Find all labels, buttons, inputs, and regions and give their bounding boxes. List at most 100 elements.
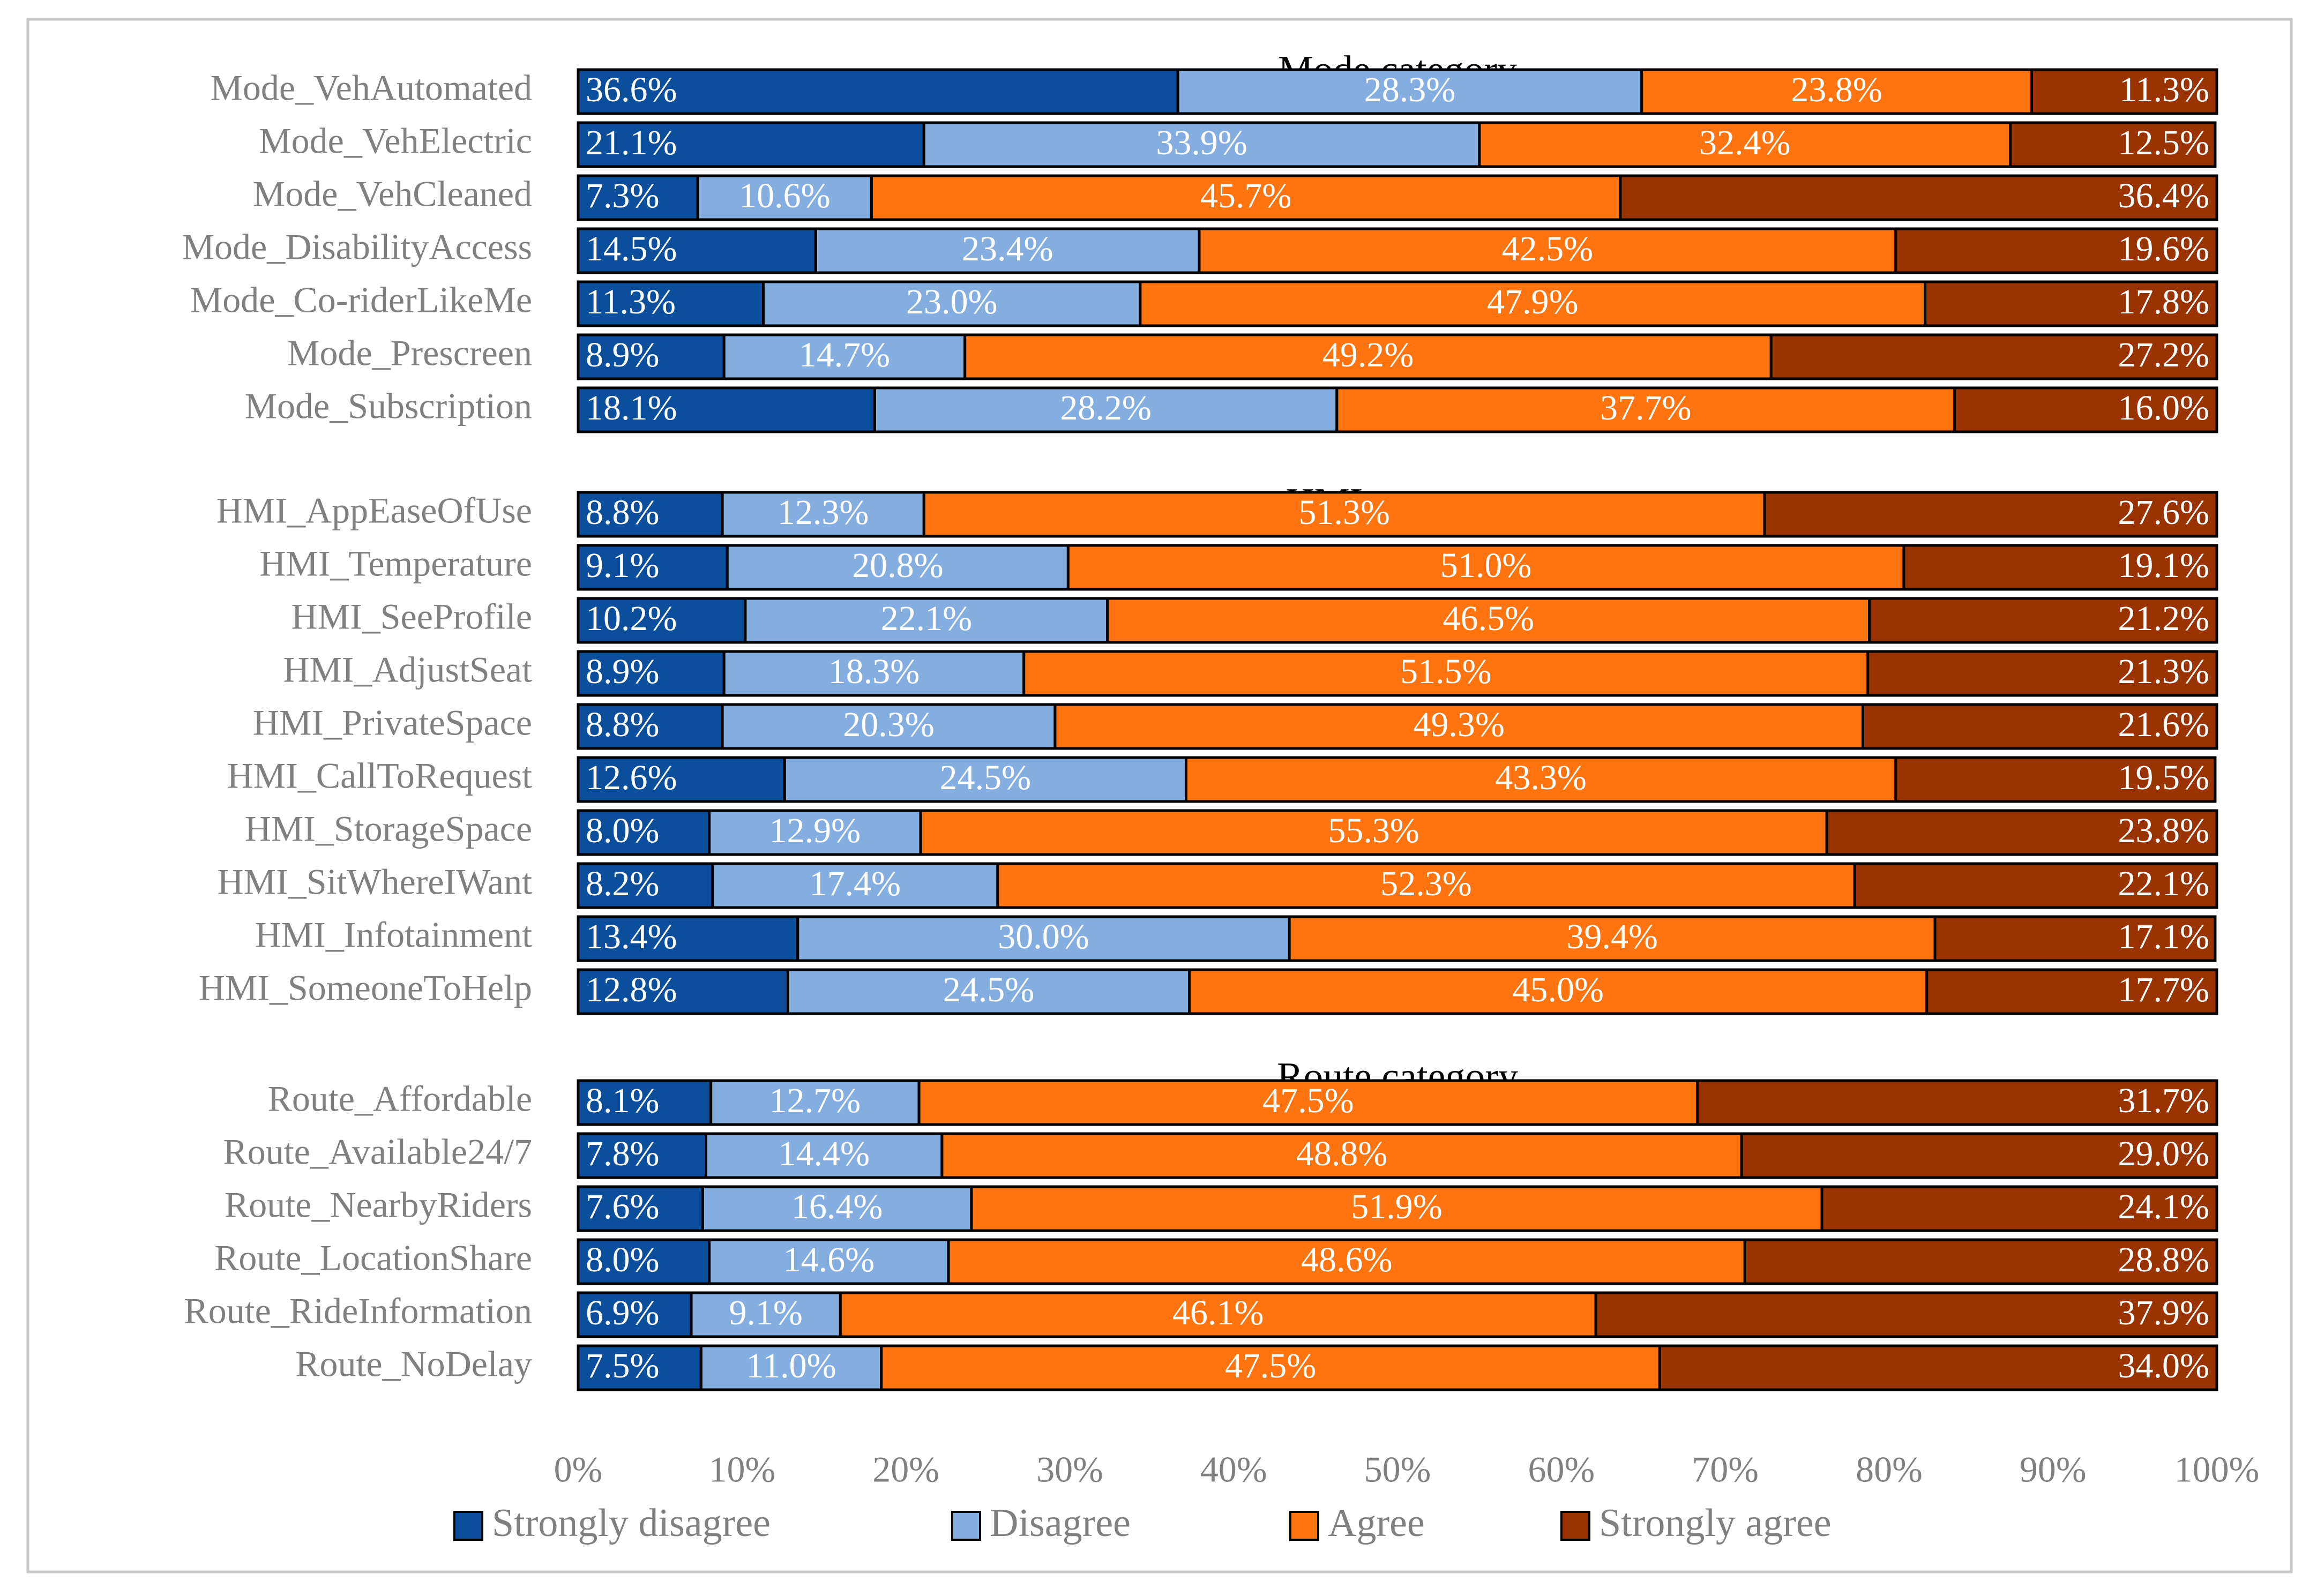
bar-segment-strongly-agree [1619,174,2218,221]
bar-row: Mode_VehAutomated 36.6% 28.3% 23.8% 11.3% [210,68,2218,115]
category-label: HMI_Temperature [259,543,532,584]
data-label: 8.0% [586,1240,659,1279]
data-label: 8.9% [586,335,659,374]
data-label: 12.7% [769,1081,861,1120]
category-label: Route_RideInformation [184,1291,532,1331]
bar-segment-strongly-disagree [577,386,876,433]
bar-row: Mode_DisabilityAccess 14.5% 23.4% 42.5% 19.6… [182,227,2218,274]
data-label: 9.1% [729,1293,802,1332]
data-label: 28.2% [1060,388,1151,428]
data-label: 7.6% [586,1187,659,1226]
bar-row: HMI_Infotainment 13.4% 30.0% 39.4% 17.1% [255,915,2217,962]
bar-segment-strongly-disagree [577,280,765,327]
data-label: 23.8% [2118,811,2209,850]
data-label: 46.5% [1442,599,1534,638]
data-label: 27.2% [2118,335,2209,374]
data-label: 29.0% [2118,1134,2209,1173]
data-label: 28.8% [2118,1240,2209,1279]
data-label: 11.3% [2119,70,2209,109]
bar-segment-strongly-agree [1853,862,2218,909]
bar-segment-strongly-disagree [577,1291,693,1338]
data-label: 46.1% [1172,1293,1264,1332]
x-tick-label: 40% [1200,1449,1267,1490]
bar-segment-disagree [1176,68,1643,115]
data-label: 14.7% [799,335,890,374]
bar-row: Mode_Subscription 18.1% 28.2% 37.7% 16.0% [245,386,2218,433]
data-label: 30.0% [998,917,1089,956]
bar-row: Route_NoDelay 7.5% 11.0% 47.5% 34.0% [295,1344,2218,1391]
category-label: Route_Affordable [268,1078,533,1119]
data-label: 28.3% [1364,70,1455,109]
bar-row: Mode_VehCleaned 7.3% 10.6% 45.7% 36.4% [253,174,2218,221]
category-label: HMI_SomeoneToHelp [199,968,532,1008]
category-label: HMI_CallToRequest [227,755,533,796]
data-label: 7.3% [586,176,659,215]
category-label: HMI_AppEaseOfUse [216,490,532,531]
data-label: 51.5% [1400,652,1491,691]
x-tick-label: 20% [872,1449,939,1490]
bar-segment-strongly-disagree [577,544,729,591]
category-label: Mode_Co-riderLikeMe [190,280,532,320]
bar-segment-strongly-agree [2030,68,2218,115]
data-label: 9.1% [586,546,659,585]
bar-segment-disagree [762,280,1142,327]
x-tick-label: 90% [2020,1449,2087,1490]
legend-label: Agree [1328,1501,1425,1545]
bar-row: HMI_CallToRequest 12.6% 24.5% 43.3% 19.5% [227,755,2217,803]
data-label: 20.8% [852,546,943,585]
data-label: 17.1% [2118,917,2209,956]
bar-segment-strongly-disagree [577,333,726,380]
bar-row: Mode_Co-riderLikeMe 11.3% 23.0% 47.9% 17.8% [190,280,2218,327]
legend-swatch [453,1511,483,1541]
data-label: 10.6% [739,176,830,215]
chart-rows: Mode_VehAutomated 36.6% 28.3% 23.8% 11.3%Mod… [182,68,2218,1391]
data-label: 8.2% [586,864,659,903]
legend-swatch [1289,1511,1319,1541]
bar-segment-strongly-disagree [577,703,724,750]
x-tick-label: 80% [1856,1449,1923,1490]
category-label: Mode_VehElectric [259,121,532,161]
bar-segment-agree [1185,756,1897,803]
bar-segment-agree [996,862,1856,909]
bar-segment-strongly-agree [1740,1132,2218,1179]
data-label: 6.9% [586,1293,659,1332]
bar-row: Route_Affordable 8.1% 12.7% 47.5% 31.7% [268,1078,2218,1126]
bar-segment-strongly-agree [1902,544,2218,591]
data-label: 11.3% [586,282,676,321]
data-label: 8.8% [586,493,659,532]
legend-swatch [1560,1511,1590,1541]
bar-row: Route_RideInformation 6.9% 9.1% 46.1% 37.9% [184,1291,2218,1338]
data-label: 21.2% [2118,599,2209,638]
x-tick-label: 70% [1692,1449,1759,1490]
bar-segment-agree [947,1238,1746,1285]
bar-segment-strongly-disagree [577,1344,702,1391]
data-label: 23.8% [1791,70,1882,109]
legend-item: Strongly disagree [453,1501,771,1545]
data-label: 47.9% [1487,282,1578,321]
legend-label: Disagree [990,1501,1131,1545]
bar-segment-disagree [696,174,873,221]
data-label: 24.5% [940,758,1031,797]
bar-row: Route_NearbyRiders 7.6% 16.4% 51.9% 24.1% [225,1185,2218,1232]
data-label: 45.7% [1200,176,1291,215]
bar-row: HMI_AppEaseOfUse 8.8% 12.3% 51.3% 27.6% [216,490,2218,538]
bar-segment-agree [1198,227,1897,274]
data-label: 11.0% [746,1346,836,1385]
x-axis: 0% 10% 20% 30% 40% 50% 60% 70% 80% 90% 100% [554,1449,2260,1490]
bar-segment-strongly-agree [1594,1291,2218,1338]
bar-segment-strongly-agree [1933,915,2217,962]
bar-segment-strongly-disagree [577,915,799,962]
data-label: 12.5% [2118,123,2209,162]
legend-item: Strongly agree [1560,1501,1832,1545]
data-label: 36.4% [2118,176,2209,215]
data-label: 8.1% [586,1081,659,1120]
category-label: Route_NearbyRiders [225,1185,532,1225]
bar-segment-disagree [699,1344,883,1391]
bar-segment-strongly-disagree [577,756,786,803]
data-label: 7.8% [586,1134,659,1173]
bar-segment-strongly-agree [1743,1238,2218,1285]
bar-segment-agree [922,491,1766,538]
bar-segment-agree [1106,597,1871,644]
